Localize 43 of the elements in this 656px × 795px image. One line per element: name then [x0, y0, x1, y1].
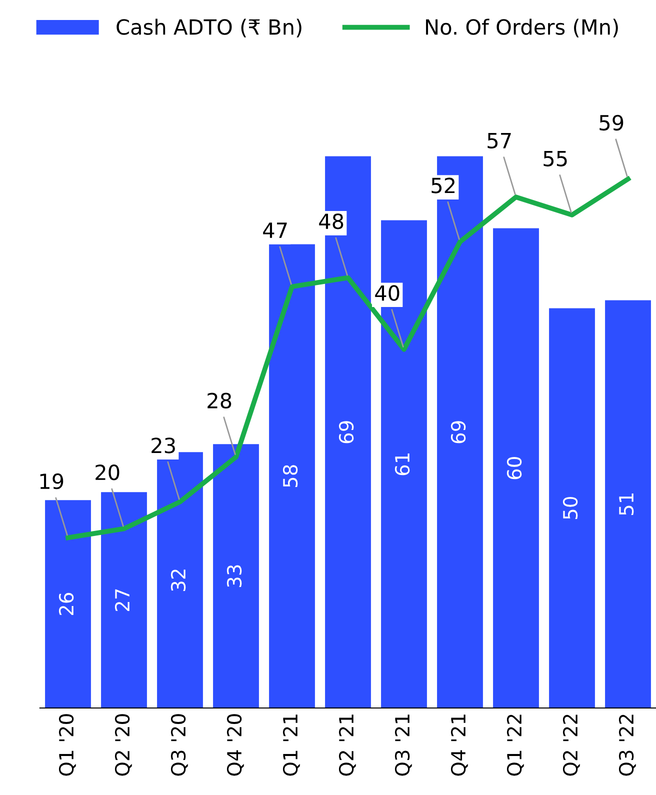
x-tick-label: Q3 '20 [170, 714, 188, 776]
data-label: 60 [506, 457, 522, 480]
data-label: 26 [58, 592, 74, 615]
bar [605, 300, 651, 708]
data-label: 27 [114, 589, 130, 611]
bar [493, 228, 539, 708]
data-label: 61 [394, 454, 410, 476]
x-tick-label: Q1 '20 [58, 714, 76, 776]
data-label: 40 [375, 285, 400, 301]
data-label: 33 [226, 565, 242, 587]
data-label: 59 [600, 114, 624, 131]
bar [549, 308, 595, 708]
data-label: 50 [562, 497, 578, 519]
x-tick-label: Q3 '21 [394, 714, 412, 776]
data-label: 69 [338, 421, 354, 444]
data-label: 69 [450, 421, 466, 444]
legend-label: No. Of Orders (Mn) [426, 18, 618, 38]
data-label: 47 [263, 222, 287, 238]
data-label: 51 [619, 494, 634, 515]
data-label: 28 [208, 392, 232, 409]
x-tick-label: Q2 '22 [562, 714, 580, 776]
x-tick-label: Q3 '22 [618, 714, 636, 776]
data-label: 32 [170, 570, 186, 591]
x-tick-label: Q4 '21 [450, 714, 468, 776]
bar [213, 444, 259, 708]
data-label: 52 [432, 178, 454, 194]
bar [269, 244, 315, 708]
bar [45, 500, 91, 708]
data-label: 19 [40, 473, 64, 490]
data-label: 58 [282, 465, 298, 487]
data-label: 57 [488, 133, 511, 149]
x-tick-label: Q2 '20 [114, 714, 132, 776]
bar [157, 452, 203, 708]
x-tick-label: Q2 '21 [338, 714, 356, 776]
x-tick-label: Q1 '22 [506, 714, 524, 776]
data-label: 55 [544, 150, 567, 166]
legend-label: Cash ADTO (₹ Bn) [116, 18, 302, 38]
bar [101, 492, 147, 708]
data-label: 20 [96, 464, 120, 480]
data-label: 48 [319, 213, 344, 230]
x-tick-label: Q1 '21 [282, 714, 300, 776]
data-label: 23 [152, 438, 175, 454]
x-tick-label: Q4 '20 [226, 714, 244, 776]
